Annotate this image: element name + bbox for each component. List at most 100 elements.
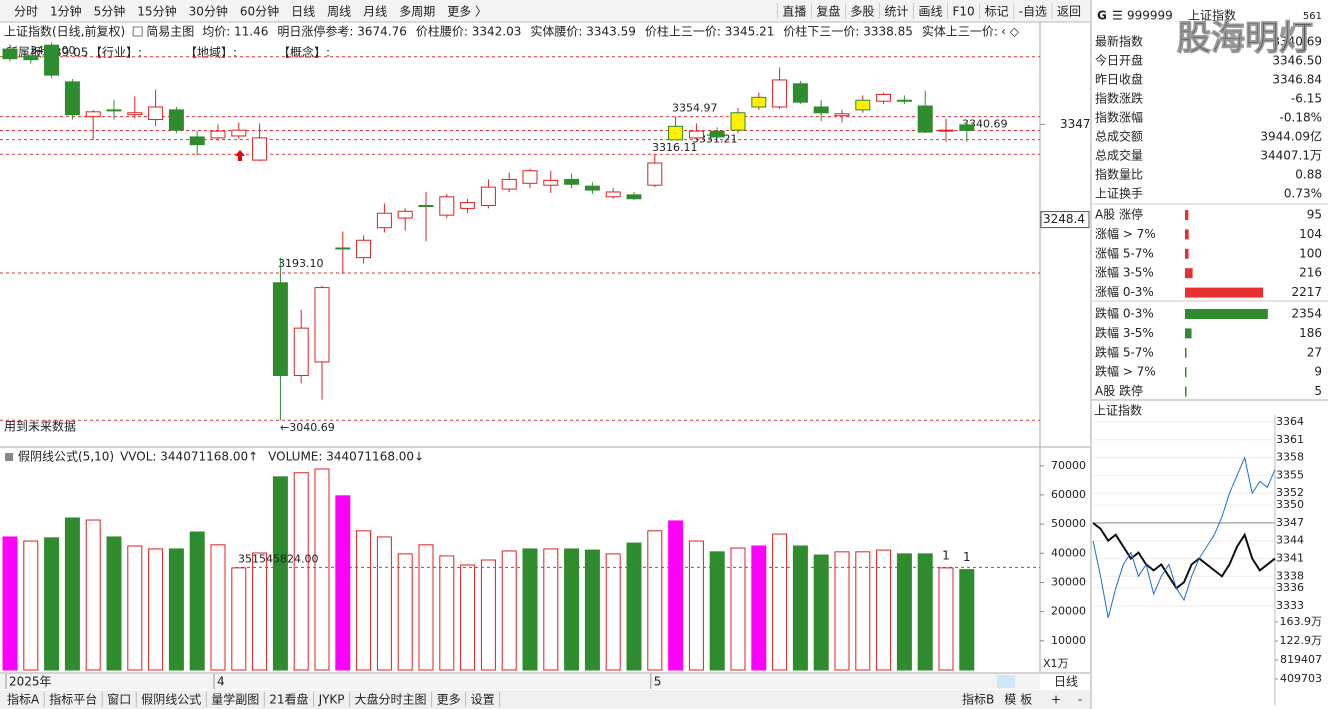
breadth-label: 涨幅 > 7% [1095, 226, 1156, 241]
candle-body [896, 99, 912, 102]
y-tick-label: 20000 [1051, 605, 1086, 618]
stat-value: 3944.09亿 [1260, 129, 1322, 144]
mini-tick-label: 3344 [1276, 534, 1304, 547]
bottom-tab[interactable]: 指标A [7, 692, 40, 707]
candle-body [480, 186, 496, 206]
breadth-bar [1185, 328, 1192, 339]
mini-tick-label: 3341 [1276, 552, 1304, 565]
volume-bar [772, 533, 788, 671]
candle-body [293, 327, 309, 376]
info-item: 均价: 11.46 [202, 25, 268, 39]
mini-tick-label: 3336 [1276, 581, 1304, 594]
bottom-tab[interactable]: 窗口 [107, 693, 131, 707]
toolbar-tab[interactable]: 月线 [363, 5, 387, 19]
candle-body [64, 81, 80, 116]
volume-bar [564, 548, 580, 671]
toolbar-button[interactable]: 统计 [884, 5, 908, 19]
volume-unit: X1万 [1043, 657, 1069, 670]
volume-bar [938, 567, 954, 671]
volume-bar [834, 551, 850, 671]
indicator-volume: VOLUME: 344071168.00↓ [268, 450, 424, 464]
scroll-thumb[interactable] [997, 675, 1015, 688]
toolbar-button[interactable]: 复盘 [816, 4, 840, 19]
toolbar-tab[interactable]: 多周期 [399, 5, 435, 19]
toolbar-tab[interactable]: 15分钟 [137, 4, 176, 19]
zoom-in[interactable]: + [1051, 693, 1061, 707]
candle-body [85, 111, 101, 118]
toolbar-tab[interactable]: 1分钟 [50, 4, 82, 19]
zoom-out[interactable]: - [1078, 693, 1082, 707]
candle-body [23, 55, 39, 61]
mini-vtick-label: 163.9万 [1280, 615, 1323, 628]
toolbar-button[interactable]: 多股 [850, 5, 874, 19]
mini-tick-label: 3358 [1276, 451, 1304, 464]
bottom-tab[interactable]: 板 [1020, 693, 1032, 707]
toolbar-tab[interactable]: 周线 [327, 5, 351, 19]
volume-bar [2, 536, 18, 671]
toolbar-button[interactable]: F10 [952, 5, 974, 19]
volume-bar [584, 549, 600, 671]
info-mode[interactable]: 简易主图 [146, 25, 194, 39]
stat-value: -6.15 [1291, 92, 1322, 106]
toolbar-button[interactable]: 直播 [782, 5, 806, 19]
candle-body [522, 170, 538, 184]
volume-bar [231, 567, 247, 671]
volume-bar [439, 555, 455, 671]
candle-body [252, 137, 268, 161]
volume-bar [605, 553, 621, 671]
breadth-value: 2354 [1291, 307, 1322, 321]
breadth-label: 跌幅 > 7% [1095, 364, 1156, 379]
volume-level-label: 351545824.00 [238, 552, 318, 565]
toolbar-button[interactable]: 画线 [918, 5, 942, 19]
bottom-tab[interactable]: 模 [1004, 693, 1016, 707]
candle-body [917, 105, 933, 133]
y-tick-label: 40000 [1051, 546, 1086, 559]
panel-menu[interactable]: ☰ [1112, 9, 1123, 23]
bottom-tab[interactable]: 设置 [471, 693, 495, 707]
candle-body [44, 44, 60, 76]
candle-body [647, 162, 663, 186]
bottom-tab[interactable]: 大盘分时主图 [355, 692, 427, 707]
y-tick-label: 50000 [1051, 517, 1086, 530]
volume-bar [168, 548, 184, 671]
volume-bar [397, 553, 413, 671]
stat-label: 指数量比 [1095, 167, 1143, 182]
toolbar-tab[interactable]: 分时 [14, 5, 38, 19]
toolbar-tab[interactable]: 30分钟 [189, 4, 228, 19]
breadth-value: 5 [1314, 384, 1322, 398]
bottom-tab[interactable]: 量学副图 [211, 692, 259, 707]
x-axis-bar [0, 674, 1040, 689]
stat-value: 3340.69 [1272, 35, 1322, 49]
toolbar-tab[interactable]: 5分钟 [94, 4, 126, 19]
breadth-bar [1185, 229, 1189, 240]
volume-bar [335, 495, 351, 671]
level-label: ←3040.69 [280, 421, 335, 434]
bottom-tab[interactable]: JYKP [318, 693, 345, 707]
volume-bar [44, 537, 60, 671]
toolbar-button[interactable]: 返回 [1057, 5, 1081, 19]
volume-bar [917, 553, 933, 671]
volume-bar [709, 551, 725, 671]
bottom-tab[interactable]: 更多 [437, 693, 461, 707]
breadth-value: 216 [1299, 266, 1322, 280]
info-item: 实体腰价: 3343.59 [530, 24, 635, 39]
candle-body [688, 130, 704, 139]
y-tick-label: 10000 [1051, 634, 1086, 647]
toolbar-tab[interactable]: 更多 〉 [447, 5, 487, 19]
bottom-tab[interactable]: 指标B [962, 692, 994, 707]
toolbar-tab[interactable]: 日线 [291, 5, 315, 19]
bottom-tab[interactable]: 21看盘 [269, 692, 308, 707]
volume-bar [85, 519, 101, 671]
candle-body [564, 178, 580, 185]
mode-icon[interactable] [132, 26, 143, 37]
breadth-label: 涨幅 5-7% [1095, 245, 1154, 260]
bottom-tab[interactable]: 假阴线公式 [141, 693, 201, 707]
toolbar-button[interactable]: -自选 [1019, 5, 1047, 19]
mini-line [1092, 522, 1276, 590]
stat-value: 0.73% [1284, 187, 1322, 201]
stat-label: 最新指数 [1095, 34, 1143, 49]
volume-bar [210, 544, 226, 671]
toolbar-button[interactable]: 标记 [985, 5, 1009, 19]
toolbar-tab[interactable]: 60分钟 [240, 4, 279, 19]
bottom-tab[interactable]: 指标平台 [49, 692, 97, 707]
